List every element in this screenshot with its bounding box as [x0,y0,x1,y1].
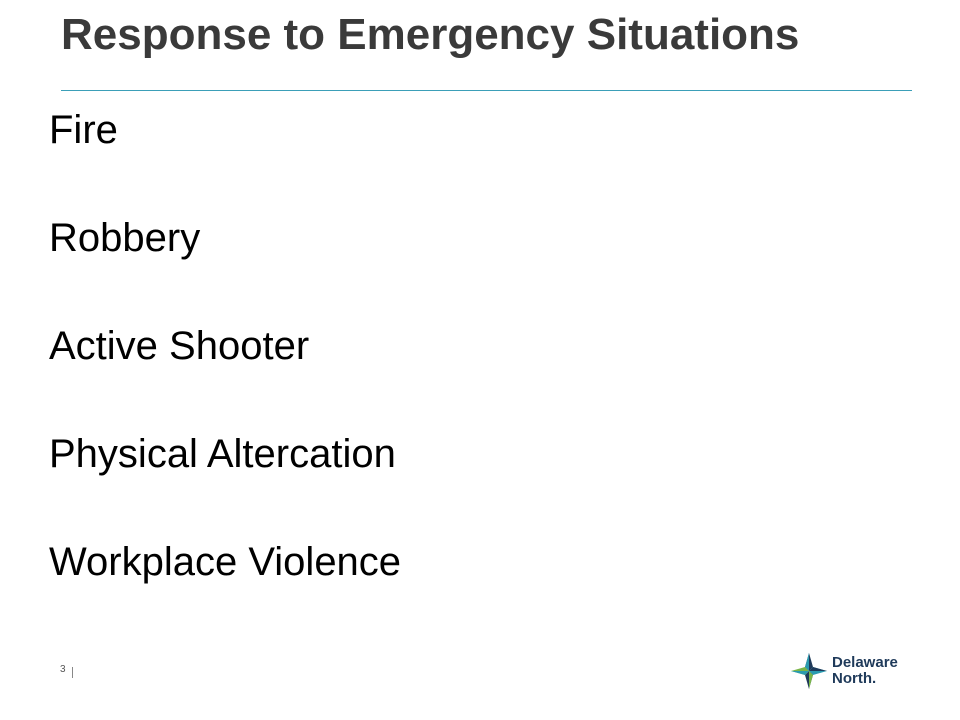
logo-wordmark: Delaware North. [832,655,898,687]
list-item: Fire [49,108,118,152]
logo-line-2: North. [832,670,877,687]
delaware-north-logo: Delaware North. [790,652,910,692]
list-item: Active Shooter [49,324,310,368]
page-number: 3 [60,664,66,675]
list-item: Robbery [49,216,201,260]
emergency-list: Fire Robbery Active Shooter Physical Alt… [49,103,401,643]
logo-line-1: Delaware [832,654,898,671]
list-item: Physical Altercation [49,432,396,476]
title-divider [61,90,912,91]
slide-title: Response to Emergency Situations [61,10,800,59]
page-number-divider [72,667,73,678]
list-item: Workplace Violence [49,540,402,584]
compass-star-icon [791,653,827,689]
